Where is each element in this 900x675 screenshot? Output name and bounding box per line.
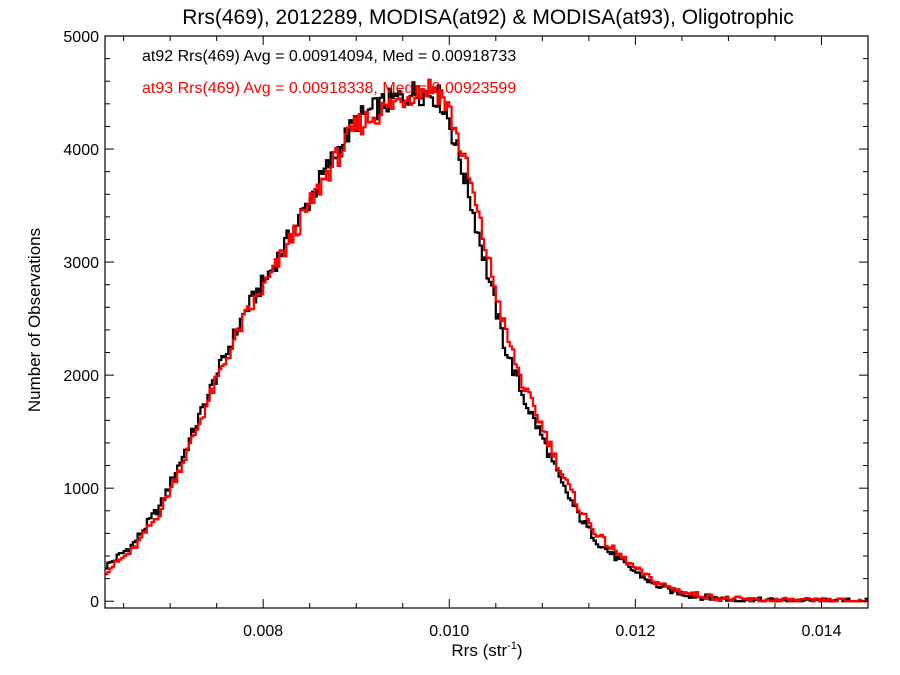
x-tick-label: 0.014	[801, 623, 841, 640]
x-axis-label-superscript: -1	[507, 640, 517, 652]
axis-layer: 0.008 0.010 0.012 0.014 0 1000 2000 3000 4000 500…	[63, 29, 869, 640]
y-tick-label: 4000	[63, 142, 99, 159]
x-tick-label: 0.010	[429, 623, 469, 640]
y-tick-label: 1000	[63, 481, 99, 498]
x-tick-label: 0.008	[243, 623, 283, 640]
y-tick-label: 2000	[63, 368, 99, 385]
y-axis-label: Number of Observations	[25, 228, 44, 412]
annotation-at92: at92 Rrs(469) Avg = 0.00914094, Med = 0.…	[142, 48, 516, 65]
annotation-at93: at93 Rrs(469) Avg = 0.00918338, Med = 0.…	[142, 80, 516, 97]
x-axis-label-main: Rrs (str	[451, 641, 507, 660]
x-axis-label: Rrs (str-1)	[451, 640, 522, 660]
chart-title: Rrs(469), 2012289, MODISA(at92) & MODISA…	[182, 6, 794, 29]
y-tick-label: 3000	[63, 255, 99, 272]
x-axis-label-close: )	[517, 641, 523, 660]
y-tick-label: 5000	[63, 29, 99, 46]
histogram-series-at92	[105, 81, 868, 603]
series-layer	[105, 78, 868, 603]
plot-frame	[104, 35, 869, 609]
y-tick-label: 0	[90, 594, 99, 611]
x-tick-label: 0.012	[615, 623, 655, 640]
histogram-series-at93	[105, 78, 868, 603]
